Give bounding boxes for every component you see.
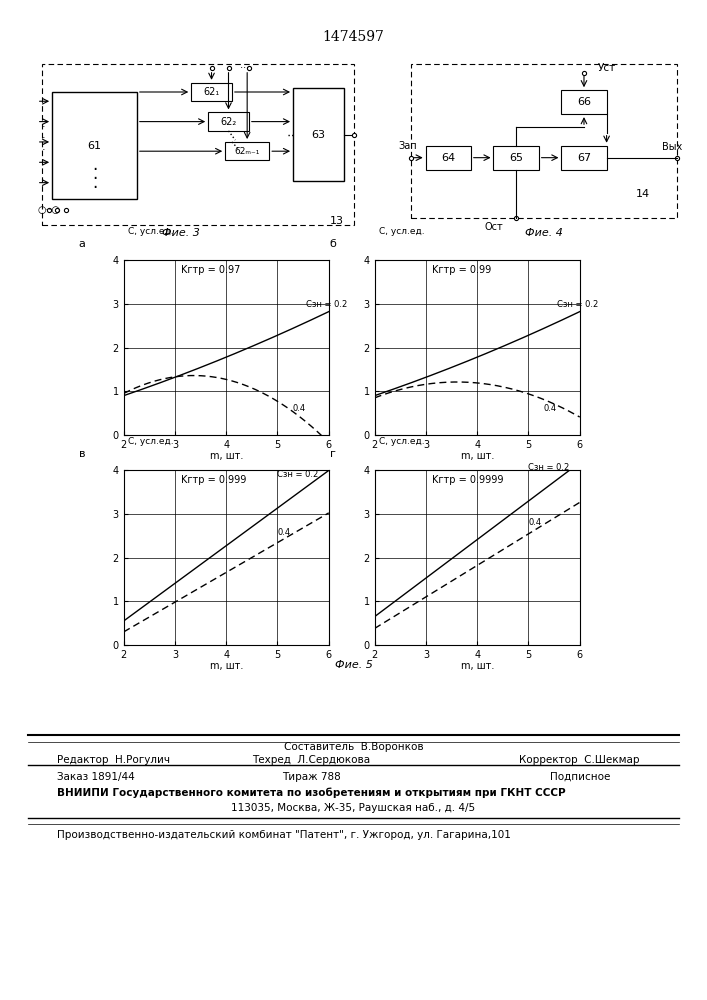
X-axis label: m, шт.: m, шт. <box>460 451 494 461</box>
Bar <box>561 90 607 114</box>
X-axis label: m, шт.: m, шт. <box>209 451 243 461</box>
Text: Уст: Уст <box>597 63 616 73</box>
Text: 65: 65 <box>509 153 523 163</box>
Text: Cзн = 0.2: Cзн = 0.2 <box>529 463 570 472</box>
Text: 62ₘ₋₁: 62ₘ₋₁ <box>235 147 260 156</box>
Text: 66: 66 <box>577 97 591 107</box>
Text: Тираж 788: Тираж 788 <box>281 772 341 782</box>
Text: 14: 14 <box>636 189 650 199</box>
Text: C, усл.ед.: C, усл.ед. <box>128 436 173 446</box>
Text: Вых: Вых <box>662 142 682 152</box>
Text: ·
·
·: · · · <box>42 122 45 155</box>
Text: ·: · <box>92 170 97 188</box>
Text: в: в <box>78 449 85 459</box>
Text: C, усл.ед.: C, усл.ед. <box>379 436 424 446</box>
Text: 13: 13 <box>330 217 344 227</box>
Text: ···: ··· <box>237 63 249 73</box>
X-axis label: m, шт.: m, шт. <box>460 661 494 671</box>
Text: C, усл.ед.: C, усл.ед. <box>128 227 173 235</box>
Text: Kгтр = 0.97: Kгтр = 0.97 <box>181 265 240 275</box>
Text: Техред  Л.Сердюкова: Техред Л.Сердюкова <box>252 755 370 765</box>
Text: Зап: Зап <box>398 141 416 151</box>
Text: Ост: Ост <box>484 222 503 232</box>
Text: Заказ 1891/44: Заказ 1891/44 <box>57 772 134 782</box>
Text: C, усл.ед.: C, усл.ед. <box>379 227 424 235</box>
Text: Подписное: Подписное <box>549 772 610 782</box>
Text: 62₂: 62₂ <box>221 117 237 127</box>
Bar <box>208 112 249 131</box>
Bar <box>493 146 539 170</box>
Bar <box>561 146 607 170</box>
Text: ·: · <box>92 161 97 179</box>
Text: Редактор  Н.Рогулич: Редактор Н.Рогулич <box>57 755 170 765</box>
Text: Kгтр = 0.999: Kгтр = 0.999 <box>181 475 247 485</box>
Text: 113035, Москва, Ж-35, Раушская наб., д. 4/5: 113035, Москва, Ж-35, Раушская наб., д. … <box>231 803 476 813</box>
Bar <box>426 146 471 170</box>
Text: Производственно-издательский комбинат "Патент", г. Ужгород, ул. Гагарина,101: Производственно-издательский комбинат "П… <box>57 830 510 840</box>
Text: 1474597: 1474597 <box>322 30 385 44</box>
Text: 0.4: 0.4 <box>293 404 306 413</box>
Text: а: а <box>78 239 86 249</box>
Bar <box>293 88 344 181</box>
Text: ○··○: ○··○ <box>37 205 60 215</box>
Text: Cзн = 0.2: Cзн = 0.2 <box>305 300 347 309</box>
Bar <box>225 142 269 160</box>
Text: 64: 64 <box>441 153 455 163</box>
Text: Kгтр = 0.9999: Kгтр = 0.9999 <box>432 475 503 485</box>
Text: 61: 61 <box>88 141 102 151</box>
Bar <box>191 83 232 101</box>
Text: Составитель  В.Воронков: Составитель В.Воронков <box>284 742 423 752</box>
Text: 67: 67 <box>577 153 591 163</box>
Text: 0.4: 0.4 <box>529 518 542 527</box>
Text: Фие. 3: Фие. 3 <box>162 228 200 238</box>
Text: Корректор  С.Шекмар: Корректор С.Шекмар <box>520 755 640 765</box>
Text: ·: · <box>92 179 97 197</box>
Text: 0.4: 0.4 <box>277 528 291 537</box>
Text: 63: 63 <box>311 130 325 140</box>
Text: 62₁: 62₁ <box>204 87 220 97</box>
Text: г: г <box>329 449 336 459</box>
Text: Фие. 5: Фие. 5 <box>334 660 373 670</box>
Text: 0.4: 0.4 <box>544 404 557 413</box>
Bar <box>52 92 137 199</box>
X-axis label: m, шт.: m, шт. <box>209 661 243 671</box>
Text: Kгтр = 0.99: Kгтр = 0.99 <box>432 265 491 275</box>
Text: Cзн = 0.2: Cзн = 0.2 <box>556 300 598 309</box>
Text: ВНИИПИ Государственного комитета по изобретениям и открытиям при ГКНТ СССР: ВНИИПИ Государственного комитета по изоб… <box>57 788 565 798</box>
Text: б: б <box>329 239 337 249</box>
Text: Cзн = 0.2: Cзн = 0.2 <box>277 470 319 479</box>
Text: Фие. 4: Фие. 4 <box>525 228 563 238</box>
